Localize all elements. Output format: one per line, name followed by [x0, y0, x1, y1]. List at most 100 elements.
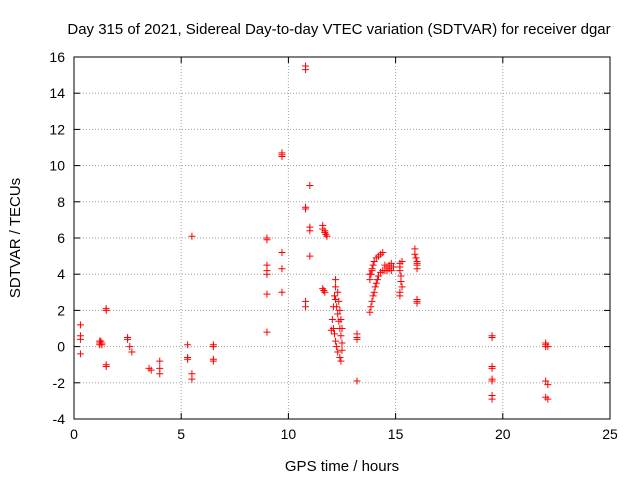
- data-point: [370, 288, 378, 296]
- y-tick-label: 2: [57, 302, 65, 318]
- data-point: [488, 364, 496, 372]
- data-point: [337, 357, 345, 365]
- data-point: [368, 297, 376, 305]
- data-point: [76, 321, 84, 329]
- data-point: [381, 267, 389, 275]
- axis-ticks: 0 5 10 15 20 25 -4 -2 0 2 4 6 8 10 12 14 16: [49, 49, 618, 442]
- data-point: [147, 366, 155, 374]
- data-point: [188, 232, 196, 240]
- data-point: [102, 306, 110, 314]
- data-point: [156, 370, 164, 378]
- data-point: [338, 339, 346, 347]
- data-point: [321, 229, 329, 237]
- data-point: [184, 355, 192, 363]
- data-point: [373, 276, 381, 284]
- data-point: [396, 292, 404, 300]
- y-tick-label: 6: [57, 230, 65, 246]
- x-tick-label: 0: [70, 426, 78, 442]
- data-point: [334, 288, 342, 296]
- data-point: [544, 343, 552, 351]
- x-tick-label: 5: [177, 426, 185, 442]
- data-point: [306, 252, 314, 260]
- data-point: [209, 343, 217, 351]
- data-point: [366, 270, 374, 278]
- data-point: [353, 377, 361, 385]
- data-point: [278, 288, 286, 296]
- data-point: [330, 330, 338, 338]
- data-point: [329, 325, 337, 332]
- data-point: [369, 261, 377, 269]
- y-tick-label: 4: [57, 266, 65, 282]
- data-point: [124, 335, 132, 343]
- data-point: [306, 227, 314, 235]
- data-point: [387, 259, 395, 267]
- data-point: [76, 335, 84, 343]
- data-point: [371, 283, 379, 291]
- y-tick-label: 0: [57, 339, 65, 355]
- chart-title: Day 315 of 2021, Sidereal Day-to-day VTE…: [67, 21, 610, 38]
- x-tick-label: 20: [495, 426, 511, 442]
- data-point: [278, 153, 286, 161]
- data-point: [398, 258, 406, 266]
- data-point: [488, 334, 496, 342]
- data-point: [389, 263, 397, 271]
- data-point: [411, 250, 419, 258]
- data-point: [397, 277, 405, 285]
- data-point: [488, 377, 496, 385]
- grid: [74, 57, 610, 419]
- data-point: [333, 343, 341, 351]
- y-tick-label: 16: [49, 49, 65, 65]
- data-point: [542, 377, 550, 385]
- data-point: [263, 290, 271, 298]
- x-tick-label: 15: [388, 426, 404, 442]
- data-point: [334, 310, 342, 318]
- data-point: [333, 303, 341, 311]
- data-point: [321, 288, 329, 296]
- data-point: [184, 341, 192, 349]
- y-tick-label: 8: [57, 194, 65, 210]
- data-points: [76, 62, 552, 403]
- data-point: [302, 205, 310, 213]
- data-point: [334, 348, 342, 356]
- data-point: [156, 357, 164, 365]
- data-point: [98, 341, 106, 349]
- x-axis-label: GPS time / hours: [285, 458, 399, 475]
- data-point: [379, 248, 387, 256]
- data-point: [367, 303, 375, 311]
- data-point: [370, 258, 378, 266]
- y-tick-label: 14: [49, 85, 65, 101]
- data-point: [302, 303, 310, 311]
- data-point: [335, 297, 343, 305]
- data-point: [337, 332, 345, 340]
- data-point: [368, 267, 376, 275]
- y-tick-label: 12: [49, 121, 65, 137]
- data-point: [302, 66, 310, 74]
- data-point: [488, 395, 496, 403]
- data-point: [369, 292, 377, 300]
- data-point: [188, 375, 196, 383]
- data-point: [338, 325, 346, 332]
- data-point: [319, 285, 327, 293]
- data-point: [413, 299, 421, 307]
- data-point: [336, 353, 344, 361]
- data-point: [320, 286, 328, 294]
- data-point: [128, 348, 136, 356]
- data-point: [278, 248, 286, 256]
- data-point: [76, 350, 84, 358]
- data-point: [306, 182, 314, 190]
- data-point: [323, 232, 331, 240]
- y-tick-label: 10: [49, 158, 65, 174]
- data-point: [366, 308, 374, 316]
- x-tick-label: 25: [602, 426, 618, 442]
- data-point: [102, 363, 110, 371]
- data-point: [126, 343, 134, 351]
- data-point: [413, 259, 421, 267]
- data-point: [338, 346, 346, 354]
- data-point: [263, 270, 271, 278]
- data-point: [544, 395, 552, 403]
- data-point: [332, 276, 340, 284]
- data-point: [278, 265, 286, 273]
- data-point: [337, 315, 345, 323]
- y-tick-label: -4: [53, 411, 66, 427]
